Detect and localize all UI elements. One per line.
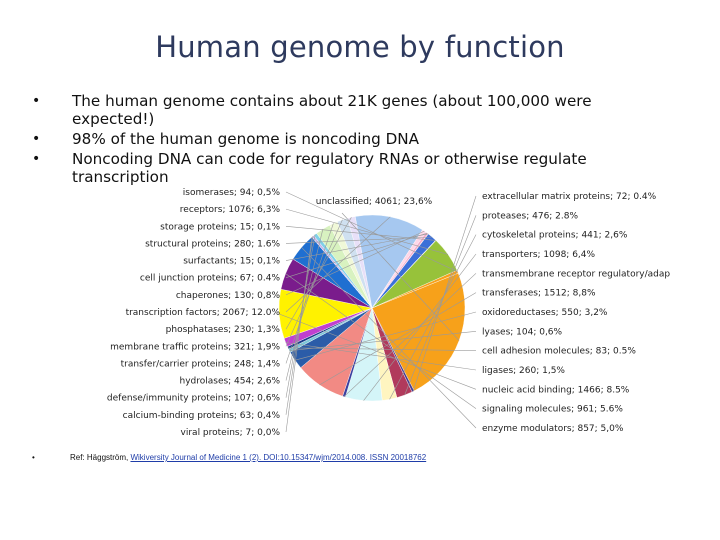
slice-label: phosphatases; 230; 1,3% — [166, 325, 281, 335]
bullet-item: • The human genome contains about 21K gen… — [28, 92, 668, 128]
bullet-text: Noncoding DNA can code for regulatory RN… — [72, 150, 587, 186]
leader-line — [285, 236, 314, 415]
bullet-item: • Noncoding DNA can code for regulatory R… — [28, 150, 668, 186]
leader-line — [404, 215, 477, 396]
leader-line — [285, 223, 334, 364]
slide-title: Human genome by function — [155, 30, 565, 64]
slice-label: defense/immunity proteins; 107; 0,6% — [107, 394, 281, 404]
leader-line — [363, 253, 477, 401]
bullet-text: 98% of the human genome is noncoding DNA — [72, 130, 420, 148]
bullet-marker: • — [32, 131, 41, 147]
pie-labels: extracellular matrix proteins; 72; 0.4% p… — [107, 188, 670, 438]
slice-label: membrane traffic proteins; 321; 1,9% — [110, 342, 280, 352]
slice-label: cell junction proteins; 67; 0.4% — [140, 274, 281, 284]
leader-line — [319, 292, 477, 386]
slice-label: nucleic acid binding; 1466; 8.5% — [482, 385, 630, 395]
pie-slice — [371, 269, 459, 309]
leader-line — [341, 212, 460, 341]
slice-label: unclassified; 4061; 23,6% — [316, 197, 433, 207]
slice-label: chaperones; 130; 0,8% — [176, 291, 281, 301]
bullet-list: • The human genome contains about 21K gen… — [28, 92, 668, 188]
leader-line — [287, 347, 477, 351]
slice-label: signaling molecules; 961; 5.6% — [482, 405, 623, 415]
slice-label: receptors; 1076; 6,3% — [180, 205, 281, 215]
slice-label: enzyme modulators; 857; 5,0% — [482, 424, 624, 434]
slice-label: transcription factors; 2067; 12.0% — [126, 308, 281, 318]
slice-label: structural proteins; 280; 1.6% — [145, 239, 280, 249]
leader-line — [412, 195, 477, 392]
bullet-marker: • — [32, 453, 35, 462]
leader-line — [294, 311, 477, 361]
slice-label: hydrolases; 454; 2,6% — [179, 377, 280, 387]
slice-label: cell adhesion molecules; 83; 0.5% — [482, 347, 636, 357]
leader-line — [285, 342, 477, 371]
slice-label: isomerases; 94; 0,5% — [183, 188, 281, 198]
bullet-text: The human genome contains about 21K gene… — [72, 92, 592, 128]
slice-label: proteases; 476; 2.8% — [482, 211, 578, 221]
reference-line: • Ref: Häggström, Wikiversity Journal of … — [32, 453, 426, 462]
leader-line — [285, 234, 316, 398]
leader-line — [285, 216, 391, 313]
slice-label: storage proteins; 15; 0,1% — [160, 222, 280, 232]
bullet-marker: • — [32, 151, 41, 167]
slice-label: transmembrane receptor regulatory/adapto… — [482, 269, 670, 279]
leader-line — [343, 273, 477, 397]
slice-label: transporters; 1098; 6,4% — [482, 250, 596, 260]
slice-label: viral proteins; 7; 0,0% — [181, 428, 281, 438]
leader-line — [285, 236, 433, 244]
leader-line — [389, 234, 477, 400]
leader-line — [285, 219, 343, 347]
leader-line — [285, 228, 324, 381]
leader-line — [285, 230, 425, 296]
slice-label: transfer/carrier proteins; 248; 1,4% — [121, 359, 281, 369]
slice-label: ligases; 260; 1,5% — [482, 366, 565, 376]
slice-label: lyases; 104; 0,6% — [482, 327, 563, 337]
leader-line — [285, 273, 477, 409]
leader-line — [279, 313, 477, 390]
leader-line — [285, 208, 449, 255]
slice-label: transferases; 1512; 8,8% — [482, 289, 596, 299]
reference-link[interactable]: Wikiversity Journal of Medicine 1 (2). D… — [130, 453, 427, 462]
reference-prefix: Ref: Häggström, — [70, 453, 131, 462]
pie-slices — [278, 214, 466, 402]
bullet-item: • 98% of the human genome is noncoding DN… — [28, 130, 668, 148]
slice-label: calcium-binding proteins; 63; 0,4% — [123, 411, 281, 421]
leader-line — [285, 236, 313, 433]
pie-leader-lines — [279, 191, 477, 433]
bullet-marker: • — [32, 93, 41, 109]
slice-label: oxidoreductases; 550; 3,2% — [482, 308, 608, 318]
leader-line — [301, 247, 477, 429]
leader-line — [285, 191, 458, 272]
slice-label: extracellular matrix proteins; 72; 0.4% — [482, 192, 657, 202]
slice-label: surfactants; 15; 0,1% — [183, 257, 280, 267]
slice-label: cytoskeletal proteins; 441; 2,6% — [482, 231, 628, 241]
genome-function-pie-chart: extracellular matrix proteins; 72; 0.4% p… — [107, 188, 670, 438]
